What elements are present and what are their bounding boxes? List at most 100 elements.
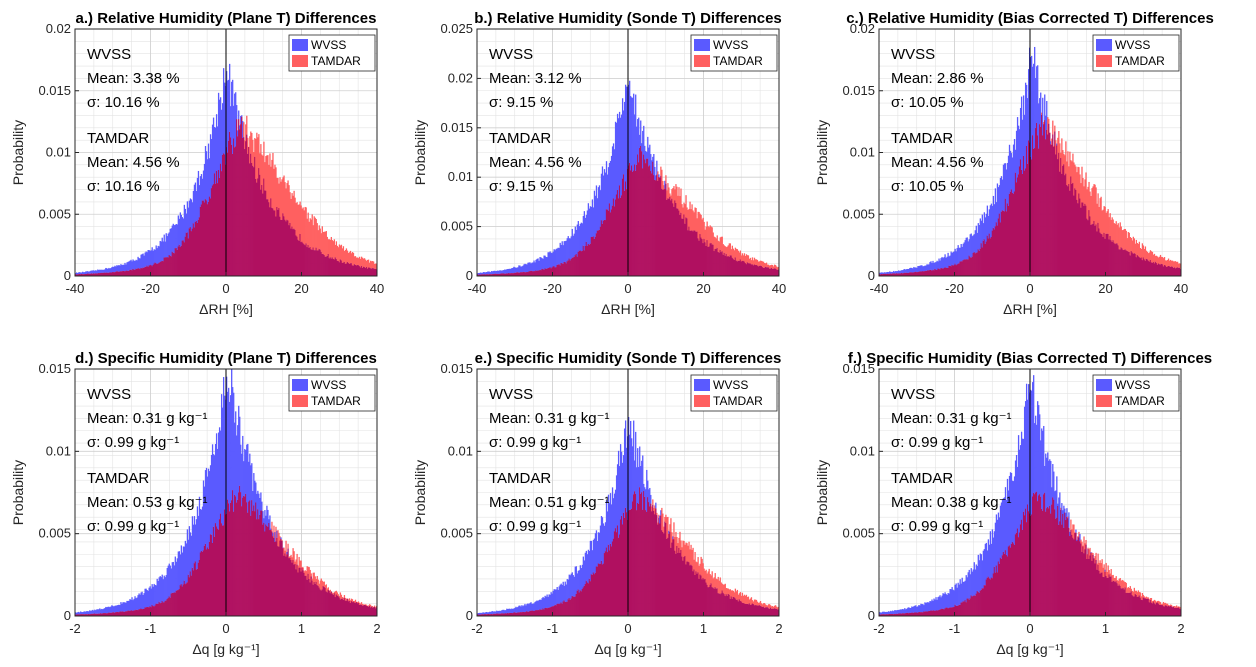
wvss-bar — [622, 110, 625, 175]
overlap-bar — [526, 272, 528, 276]
tamdar-bar — [369, 260, 372, 269]
overlap-bar — [142, 609, 144, 616]
overlap-bar — [941, 268, 943, 276]
overlap-bar — [112, 612, 114, 616]
overlap-bar — [512, 273, 514, 276]
wvss-bar — [190, 199, 193, 232]
wvss-bar — [609, 493, 612, 544]
overlap-bar — [1106, 233, 1108, 276]
overlap-bar — [999, 557, 1002, 616]
wvss-bar — [924, 265, 926, 272]
overlap-bar — [288, 225, 290, 276]
overlap-bar — [489, 614, 491, 616]
tamdar-bar — [321, 226, 323, 254]
tamdar-bar — [1086, 554, 1088, 560]
overlap-bar — [1035, 492, 1037, 616]
overlap-bar — [1122, 587, 1124, 616]
overlap-bar — [950, 607, 952, 616]
tamdar-bar — [249, 136, 251, 164]
overlap-bar — [531, 610, 533, 616]
tamdar-bar — [744, 255, 747, 263]
overlap-bar — [1158, 604, 1161, 616]
tamdar-bar — [341, 248, 344, 263]
tamdar-bar — [326, 236, 328, 256]
tamdar-bar — [758, 261, 761, 266]
tamdar-bar — [749, 598, 752, 605]
overlap-bar — [346, 598, 349, 616]
tamdar-bar — [1160, 604, 1163, 606]
overlap-bar — [1075, 189, 1077, 276]
wvss-bar — [972, 569, 974, 596]
overlap-bar — [337, 260, 340, 276]
overlap-bar — [925, 611, 927, 616]
overlap-bar — [198, 559, 201, 616]
overlap-bar — [573, 596, 575, 616]
overlap-bar — [908, 272, 910, 276]
wvss-bar — [993, 531, 996, 567]
wvss-bar — [153, 583, 155, 607]
y-axis-label: Probability — [10, 460, 26, 525]
overlap-bar — [205, 200, 208, 276]
tamdar-bar — [1111, 575, 1113, 582]
overlap-bar — [971, 596, 973, 616]
tamdar-bar — [651, 506, 653, 512]
overlap-bar — [1010, 189, 1013, 276]
tamdar-bar — [1148, 252, 1151, 262]
overlap-bar — [256, 519, 258, 616]
overlap-bar — [500, 613, 502, 616]
wvss-bar — [524, 263, 526, 273]
overlap-bar — [271, 207, 273, 276]
x-tick-label: -20 — [543, 281, 562, 296]
tamdar-bar — [700, 556, 702, 576]
wvss-bar — [978, 560, 980, 593]
wvss-bar — [634, 114, 636, 165]
tamdar-bar — [704, 570, 706, 579]
wvss-bar — [153, 249, 155, 264]
tamdar-bar — [311, 578, 313, 581]
wvss-bar — [899, 270, 901, 274]
overlap-bar — [918, 271, 920, 276]
y-tick-label: 0.01 — [448, 169, 473, 184]
tamdar-bar — [1149, 250, 1152, 260]
tamdar-bar — [1155, 601, 1158, 603]
wvss-bar — [580, 222, 582, 252]
wvss-bar — [967, 572, 969, 599]
wvss-mean: Mean: 3.38 % — [87, 70, 180, 87]
wvss-bar — [262, 511, 264, 525]
wvss-bar — [574, 226, 576, 256]
overlap-bar — [733, 597, 736, 616]
tamdar-bar — [335, 590, 338, 595]
overlap-bar — [345, 263, 348, 276]
overlap-bar — [283, 216, 285, 276]
wvss-bar — [174, 556, 176, 593]
wvss-bar — [140, 592, 142, 609]
overlap-bar — [913, 272, 915, 276]
tamdar-mean: Mean: 4.56 % — [489, 154, 582, 171]
overlap-bar — [1014, 534, 1017, 616]
overlap-bar — [913, 612, 915, 616]
wvss-bar — [519, 265, 521, 273]
wvss-bar — [139, 594, 141, 610]
wvss-bar — [236, 435, 238, 503]
overlap-bar — [316, 250, 318, 276]
tamdar-bar — [764, 263, 767, 267]
wvss-bar — [914, 267, 916, 273]
wvss-bar — [90, 610, 92, 615]
wvss-bar — [491, 271, 493, 275]
wvss-bar — [879, 612, 881, 615]
overlap-bar — [753, 264, 756, 276]
overlap-bar — [911, 612, 913, 616]
wvss-bar — [522, 265, 524, 273]
overlap-bar — [620, 515, 623, 616]
overlap-bar — [97, 613, 99, 616]
overlap-bar — [364, 605, 367, 616]
tamdar-bar — [349, 250, 352, 264]
overlap-bar — [87, 614, 89, 616]
legend-swatch-tamdar — [292, 395, 308, 407]
wvss-sigma: σ: 10.16 % — [87, 94, 160, 111]
tamdar-bar — [1139, 247, 1142, 259]
tamdar-bar — [1108, 570, 1110, 575]
tamdar-bar — [363, 258, 366, 268]
y-tick-label: 0.015 — [842, 83, 875, 98]
overlap-bar — [176, 249, 178, 276]
